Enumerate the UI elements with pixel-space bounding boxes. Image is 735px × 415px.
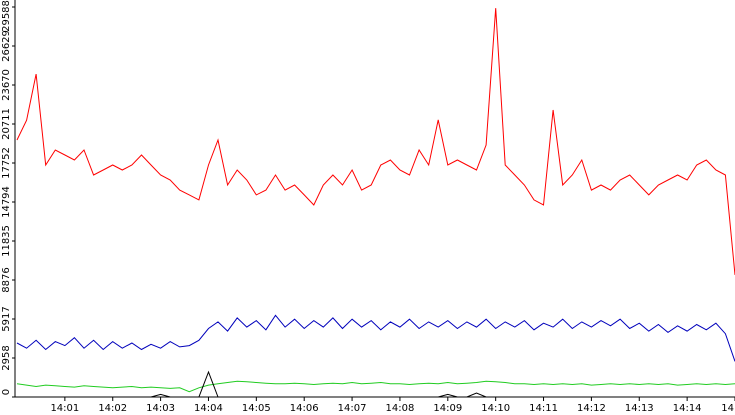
series-line [16, 380, 735, 393]
y-tick-label: 8876 [1, 267, 12, 292]
y-tick-label: 17752 [1, 147, 12, 179]
x-tick-label: 14:02 [98, 403, 127, 414]
x-tick-label: 14:10 [481, 403, 510, 414]
series-line [17, 370, 735, 398]
x-tick-label: 14:03 [146, 403, 175, 414]
y-tick-label: 2958 [1, 345, 12, 370]
x-tick-label: 14 [721, 403, 734, 414]
x-tick-label: 14:11 [529, 403, 558, 414]
x-tick-label: 14:05 [242, 403, 271, 414]
x-tick-label: 14:08 [386, 403, 415, 414]
y-tick-label: 0 [1, 389, 12, 395]
x-tick-label: 14:04 [194, 403, 223, 414]
y-tick-label: 26629 [1, 30, 12, 62]
x-tick-label: 14:06 [290, 403, 319, 414]
x-tick-label: 14:13 [625, 403, 654, 414]
x-tick-label: 14:12 [577, 403, 606, 414]
y-tick-label: 11835 [1, 225, 12, 257]
series-line [16, 314, 735, 362]
y-tick-label: 5917 [1, 306, 12, 331]
x-tick-label: 14:09 [433, 403, 462, 414]
x-tick-label: 14:01 [50, 403, 79, 414]
y-tick-label: 29588 [1, 0, 12, 32]
y-tick-label: 14794 [1, 186, 12, 218]
y-tick-label: 23670 [1, 69, 12, 101]
series-line [16, 8, 735, 275]
x-tick-label: 14:07 [338, 403, 367, 414]
x-tick-label: 14:14 [673, 403, 702, 414]
y-tick-label: 20711 [1, 108, 12, 140]
